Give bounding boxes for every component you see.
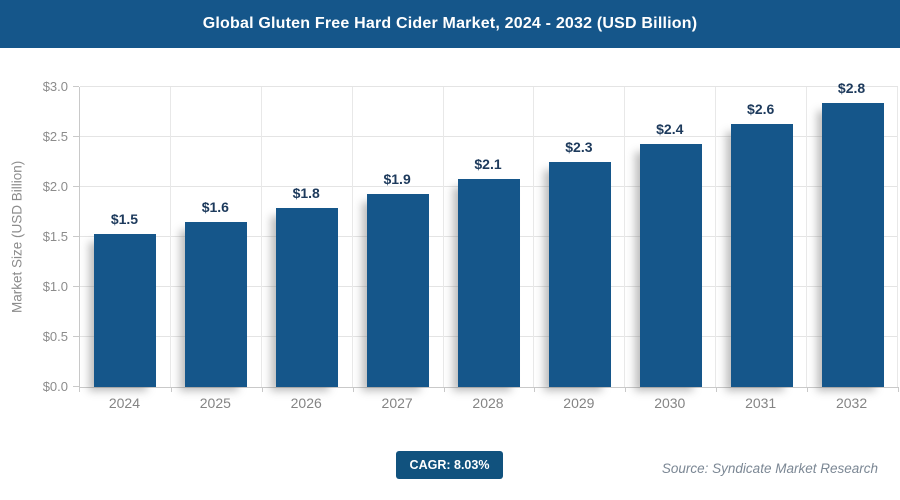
x-category-label: 2024 — [108, 395, 141, 411]
y-tick-label: $1.0 — [42, 279, 68, 294]
x-category-label: 2032 — [835, 395, 868, 411]
x-category-label: 2029 — [563, 395, 595, 411]
y-tick-mark — [73, 286, 79, 287]
x-category-label: 2026 — [290, 395, 322, 411]
source-note: Source: Syndicate Market Research — [661, 461, 878, 476]
chart-title: Global Gluten Free Hard Cider Market, 20… — [202, 15, 698, 32]
h-gridline — [80, 86, 898, 87]
y-tick-mark — [73, 86, 79, 87]
v-gridline — [533, 87, 535, 387]
v-gridline — [260, 87, 262, 387]
bar-value-label: $2.1 — [474, 156, 502, 172]
x-category-label: 2030 — [654, 395, 686, 411]
bar-value-label: $1.9 — [383, 171, 411, 187]
bar — [639, 144, 702, 387]
plot-area — [73, 86, 899, 392]
y-tick-mark — [73, 236, 79, 237]
y-tick-label: $2.5 — [42, 129, 68, 144]
x-tick-mark — [898, 387, 899, 392]
x-tick-mark — [534, 387, 536, 392]
h-gridline — [80, 136, 898, 137]
v-gridline — [169, 87, 171, 387]
x-tick-mark — [79, 387, 80, 392]
bar-value-label: $1.6 — [201, 199, 229, 215]
bar — [276, 208, 339, 387]
bar-value-label: $2.8 — [837, 80, 866, 96]
x-tick-mark — [807, 387, 809, 392]
bar — [821, 103, 884, 387]
y-tick-mark — [73, 336, 79, 337]
chart-title-bar: Global Gluten Free Hard Cider Market, 20… — [0, 0, 900, 48]
y-tick-label: $1.5 — [42, 229, 68, 244]
v-gridline — [351, 87, 353, 387]
y-tick-label: $2.0 — [42, 179, 68, 194]
y-tick-label: $3.0 — [42, 79, 68, 94]
y-tick-mark — [73, 136, 79, 137]
cagr-badge: CAGR: 8.03% — [396, 451, 503, 479]
x-category-label: 2025 — [199, 395, 231, 411]
bar — [548, 162, 611, 387]
bar — [185, 222, 248, 387]
y-tick-mark — [73, 186, 79, 187]
x-tick-mark — [170, 387, 172, 392]
bar-value-label: $2.6 — [747, 101, 775, 117]
bar-value-label: $1.5 — [110, 211, 139, 227]
x-tick-mark — [625, 387, 627, 392]
v-gridline — [715, 87, 717, 387]
x-category-label: 2031 — [745, 395, 777, 411]
x-tick-mark — [716, 387, 718, 392]
x-tick-mark — [443, 387, 445, 392]
y-tick-mark — [73, 386, 79, 387]
y-tick-label: $0.5 — [42, 329, 68, 344]
cagr-badge-label: CAGR: 8.03% — [409, 458, 490, 472]
x-category-label: 2028 — [472, 395, 504, 411]
x-category-label: 2027 — [381, 395, 413, 411]
bar — [94, 234, 157, 387]
v-gridline — [897, 87, 898, 387]
bar — [367, 194, 430, 387]
x-tick-mark — [352, 387, 354, 392]
v-gridline — [442, 87, 444, 387]
bar-value-label: $1.8 — [292, 185, 320, 201]
bar — [458, 179, 520, 387]
v-gridline — [806, 87, 808, 387]
bar — [730, 124, 793, 387]
bar-value-label: $2.3 — [565, 139, 593, 155]
v-gridline — [624, 87, 626, 387]
bar-value-label: $2.4 — [656, 121, 684, 137]
x-tick-mark — [261, 387, 263, 392]
y-tick-label: $0.0 — [42, 379, 68, 394]
